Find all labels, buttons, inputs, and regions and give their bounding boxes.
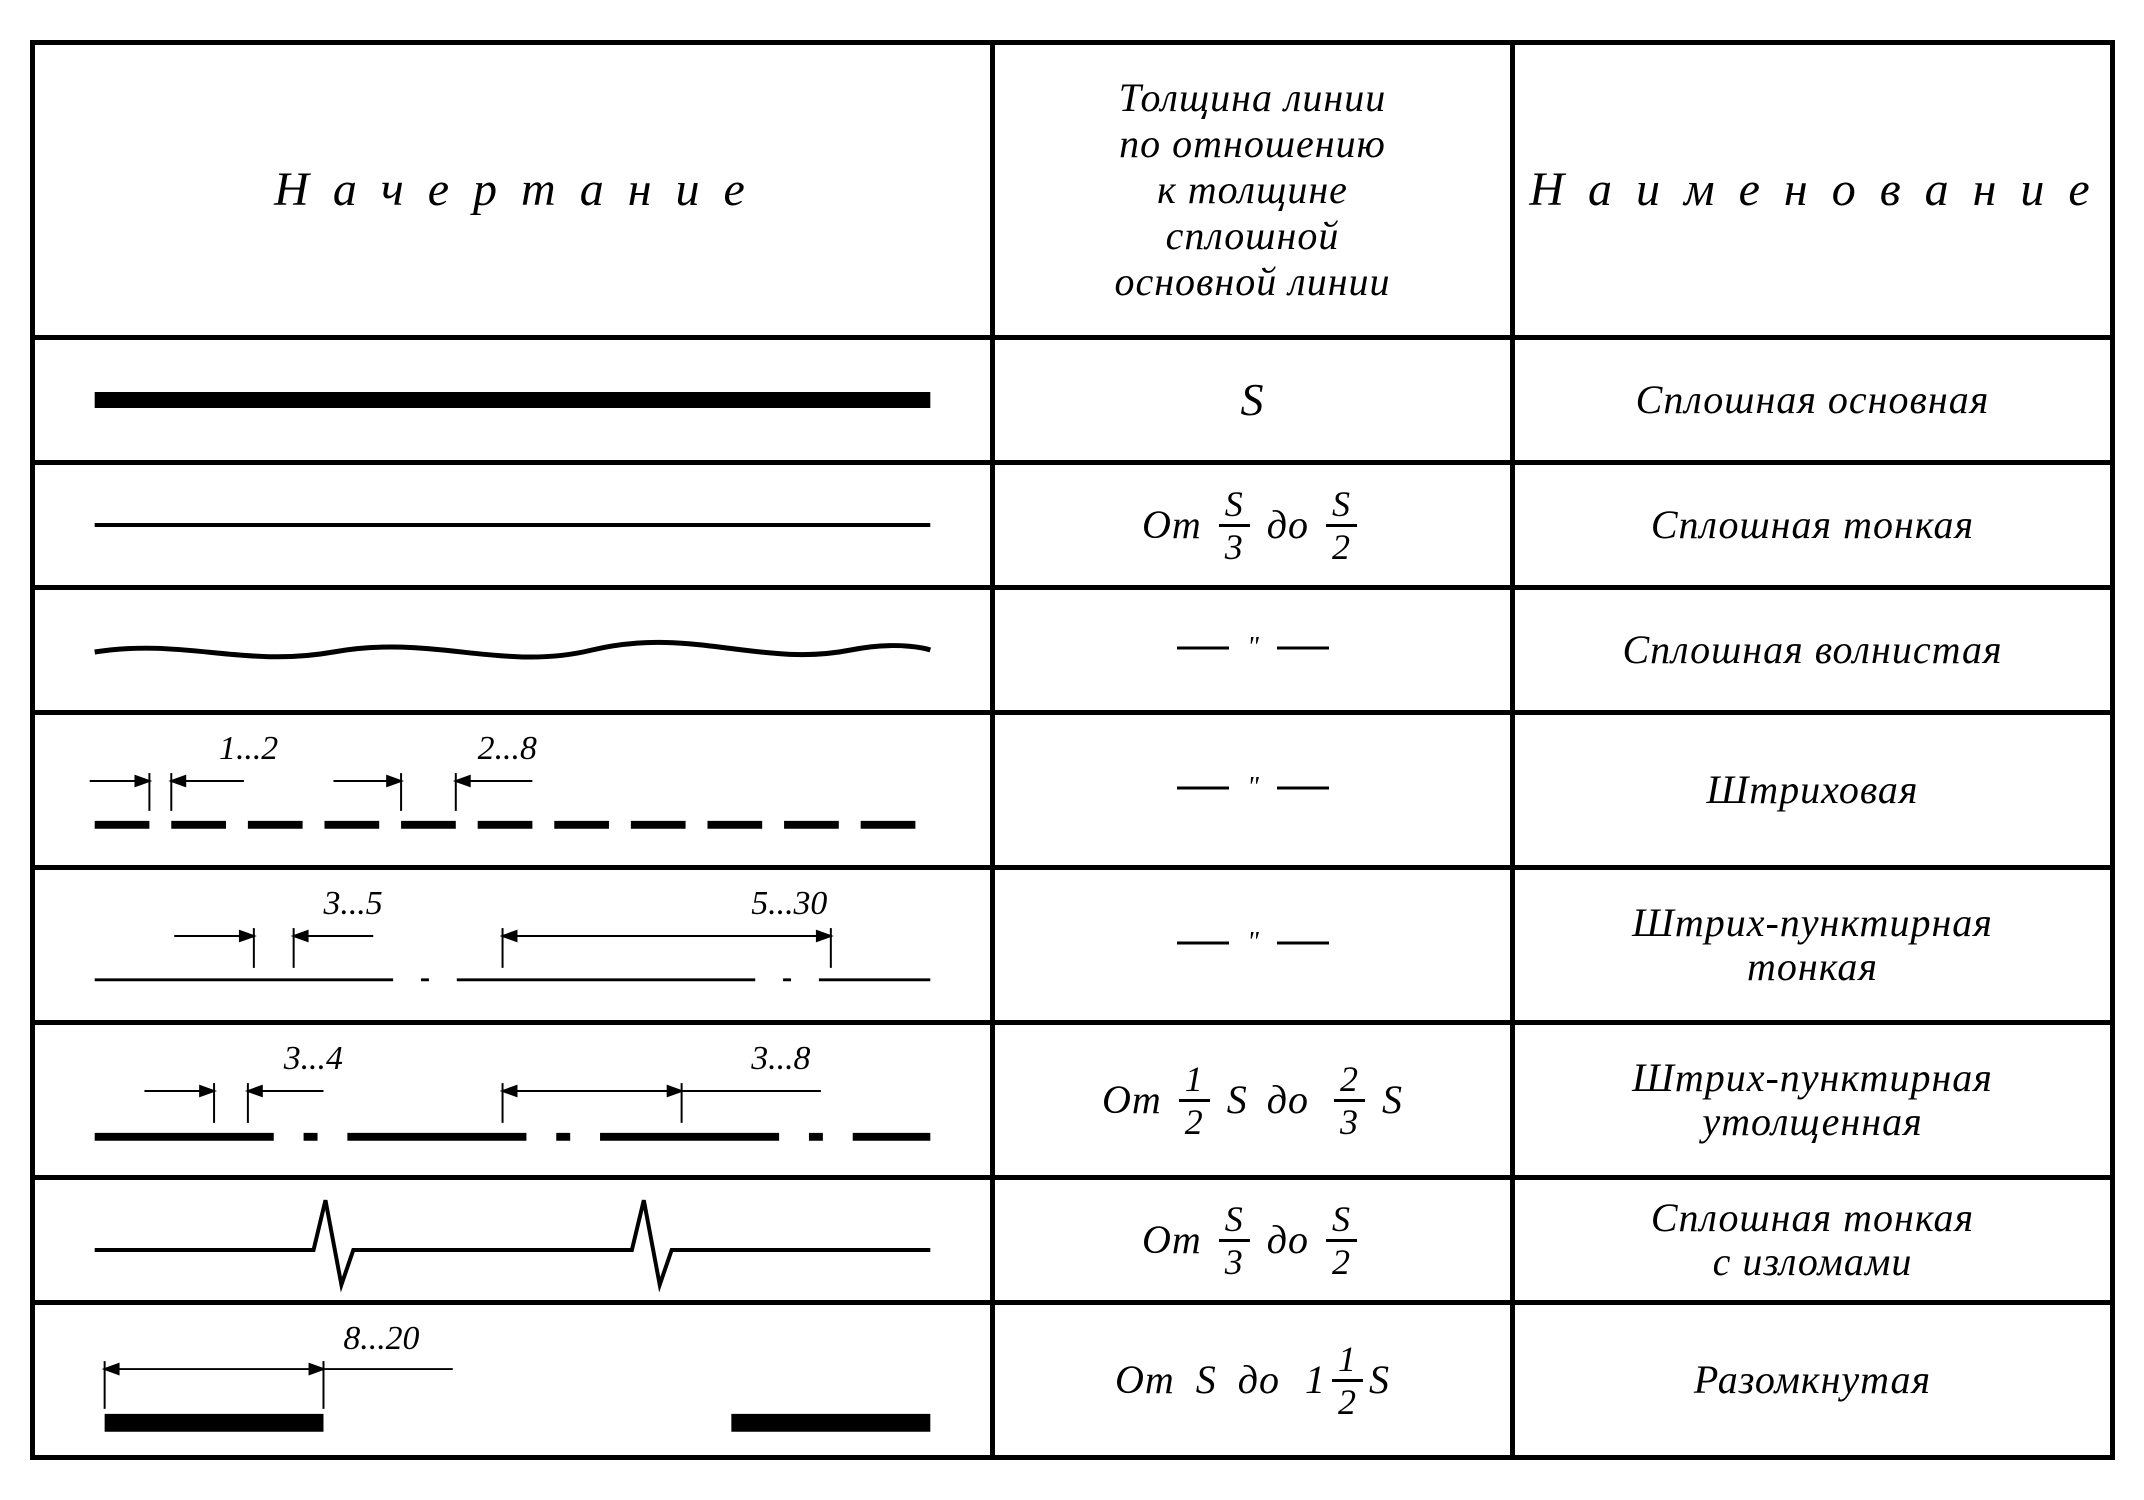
draw-continuous-thin bbox=[33, 463, 993, 588]
thick-s: S bbox=[1241, 375, 1265, 426]
svg-text:": " bbox=[1247, 774, 1259, 802]
draw-dashdot-thick: 3...4 3...8 bbox=[33, 1023, 993, 1178]
name-dashdot-thick: Штрих-пунктирная утолщенная bbox=[1513, 1023, 2113, 1178]
header-thickness-l5: основной линии bbox=[1114, 259, 1390, 304]
row-dashdot-thick: 3...4 3...8 От bbox=[33, 1023, 2113, 1178]
thick-open: От S до 1 1 2 S bbox=[993, 1303, 1513, 1458]
row-dashdot-thin: 3...5 5...30 " bbox=[33, 868, 2113, 1023]
thick-dashdot-thick: От 1 2 S до 2 3 S bbox=[993, 1023, 1513, 1178]
header-name-text: Н а и м е н о в а н и е bbox=[1529, 163, 2095, 216]
name-r6a: Штрих-пунктирная bbox=[1632, 1055, 1993, 1100]
txt-ot: От bbox=[1142, 503, 1202, 547]
name-dashed: Штриховая bbox=[1513, 713, 2113, 868]
svg-wavy bbox=[35, 590, 990, 710]
header-thickness-l4: сплошной bbox=[1166, 213, 1340, 258]
svg-open: 8...20 bbox=[35, 1305, 990, 1455]
header-thickness-l2: по отношению bbox=[1119, 121, 1386, 166]
txt-do: до bbox=[1267, 503, 1309, 547]
header-name: Н а и м е н о в а н и е bbox=[1513, 43, 2113, 338]
draw-continuous-thick bbox=[33, 338, 993, 463]
name-r7a: Сплошная тонкая bbox=[1651, 1195, 1974, 1240]
thick-wavy: " bbox=[993, 588, 1513, 713]
page: Н а ч е р т а н и е Толщина линии по отн… bbox=[0, 0, 2144, 1500]
header-thickness-l1: Толщина линии bbox=[1119, 75, 1387, 120]
header-thickness-l3: к толщине bbox=[1157, 167, 1348, 212]
dim-gap34: 3...4 bbox=[283, 1040, 343, 1077]
svg-continuous-thin bbox=[35, 465, 990, 585]
name-r7b: с изломами bbox=[1713, 1239, 1913, 1284]
name-r2: Сплошная тонкая bbox=[1651, 502, 1974, 547]
ditto-icon: " bbox=[1173, 774, 1333, 802]
dim-820: 8...20 bbox=[343, 1320, 419, 1357]
row-continuous-thin: От S 3 до S 2 Сплошная тонкая bbox=[33, 463, 2113, 588]
name-thin-breaks: Сплошная тонкая с изломами bbox=[1513, 1178, 2113, 1303]
name-r3: Сплошная волнистая bbox=[1622, 627, 2002, 672]
row-thin-breaks: От S 3 до S 2 Сплошная тонкая bbox=[33, 1178, 2113, 1303]
svg-dashdot-thin: 3...5 5...30 bbox=[35, 870, 990, 1020]
thick-dashed: " bbox=[993, 713, 1513, 868]
frac-s-2: S 2 bbox=[1326, 486, 1357, 565]
name-continuous-thin: Сплошная тонкая bbox=[1513, 463, 2113, 588]
name-r8: Разомкнутая bbox=[1694, 1357, 1931, 1402]
dim-ld530: 5...30 bbox=[751, 885, 827, 922]
svg-dashed: 1...2 2...8 bbox=[35, 715, 990, 865]
svg-dashdot-thick: 3...4 3...8 bbox=[35, 1025, 990, 1175]
frac-1-2: 1 2 bbox=[1179, 1061, 1210, 1140]
name-r6b: утолщенная bbox=[1702, 1099, 1922, 1144]
frac-s-3: S 3 bbox=[1219, 486, 1250, 565]
row-dashed: 1...2 2...8 " bbox=[33, 713, 2113, 868]
name-continuous-thick: Сплошная основная bbox=[1513, 338, 2113, 463]
header-drawing: Н а ч е р т а н и е bbox=[33, 43, 993, 338]
dim-gap35: 3...5 bbox=[322, 885, 382, 922]
row-continuous-thick: S Сплошная основная bbox=[33, 338, 2113, 463]
draw-thin-breaks bbox=[33, 1178, 993, 1303]
ditto-icon: " bbox=[1173, 929, 1333, 957]
header-row: Н а ч е р т а н и е Толщина линии по отн… bbox=[33, 43, 2113, 338]
row-open: 8...20 От S до 1 1 2 S Разомкнутая bbox=[33, 1303, 2113, 1458]
svg-text:": " bbox=[1247, 634, 1259, 662]
dim-ld38: 3...8 bbox=[750, 1040, 810, 1077]
thick-continuous-thin: От S 3 до S 2 bbox=[993, 463, 1513, 588]
svg-continuous-thick bbox=[35, 340, 990, 460]
draw-wavy bbox=[33, 588, 993, 713]
svg-text:": " bbox=[1247, 929, 1259, 957]
dim-gap-label: 1...2 bbox=[219, 730, 278, 767]
name-r5a: Штрих-пунктирная bbox=[1632, 900, 1993, 945]
draw-open: 8...20 bbox=[33, 1303, 993, 1458]
thick-continuous-thick: S bbox=[993, 338, 1513, 463]
ditto-icon: " bbox=[1173, 634, 1333, 662]
row-wavy: " Сплошная волнистая bbox=[33, 588, 2113, 713]
line-types-table: Н а ч е р т а н и е Толщина линии по отн… bbox=[30, 40, 2115, 1460]
name-r5b: тонкая bbox=[1747, 944, 1878, 989]
frac-2-3: 2 3 bbox=[1334, 1061, 1365, 1140]
svg-thin-breaks bbox=[35, 1180, 990, 1300]
thick-dashdot-thin: " bbox=[993, 868, 1513, 1023]
name-r4: Штриховая bbox=[1706, 767, 1918, 812]
thick-thin-breaks: От S 3 до S 2 bbox=[993, 1178, 1513, 1303]
dim-dash-label: 2...8 bbox=[478, 730, 537, 767]
draw-dashdot-thin: 3...5 5...30 bbox=[33, 868, 993, 1023]
name-open: Разомкнутая bbox=[1513, 1303, 2113, 1458]
name-r1: Сплошная основная bbox=[1636, 377, 1990, 422]
draw-dashed: 1...2 2...8 bbox=[33, 713, 993, 868]
header-drawing-text: Н а ч е р т а н и е bbox=[274, 163, 751, 216]
header-thickness: Толщина линии по отношению к толщине спл… bbox=[993, 43, 1513, 338]
name-dashdot-thin: Штрих-пунктирная тонкая bbox=[1513, 868, 2113, 1023]
name-wavy: Сплошная волнистая bbox=[1513, 588, 2113, 713]
